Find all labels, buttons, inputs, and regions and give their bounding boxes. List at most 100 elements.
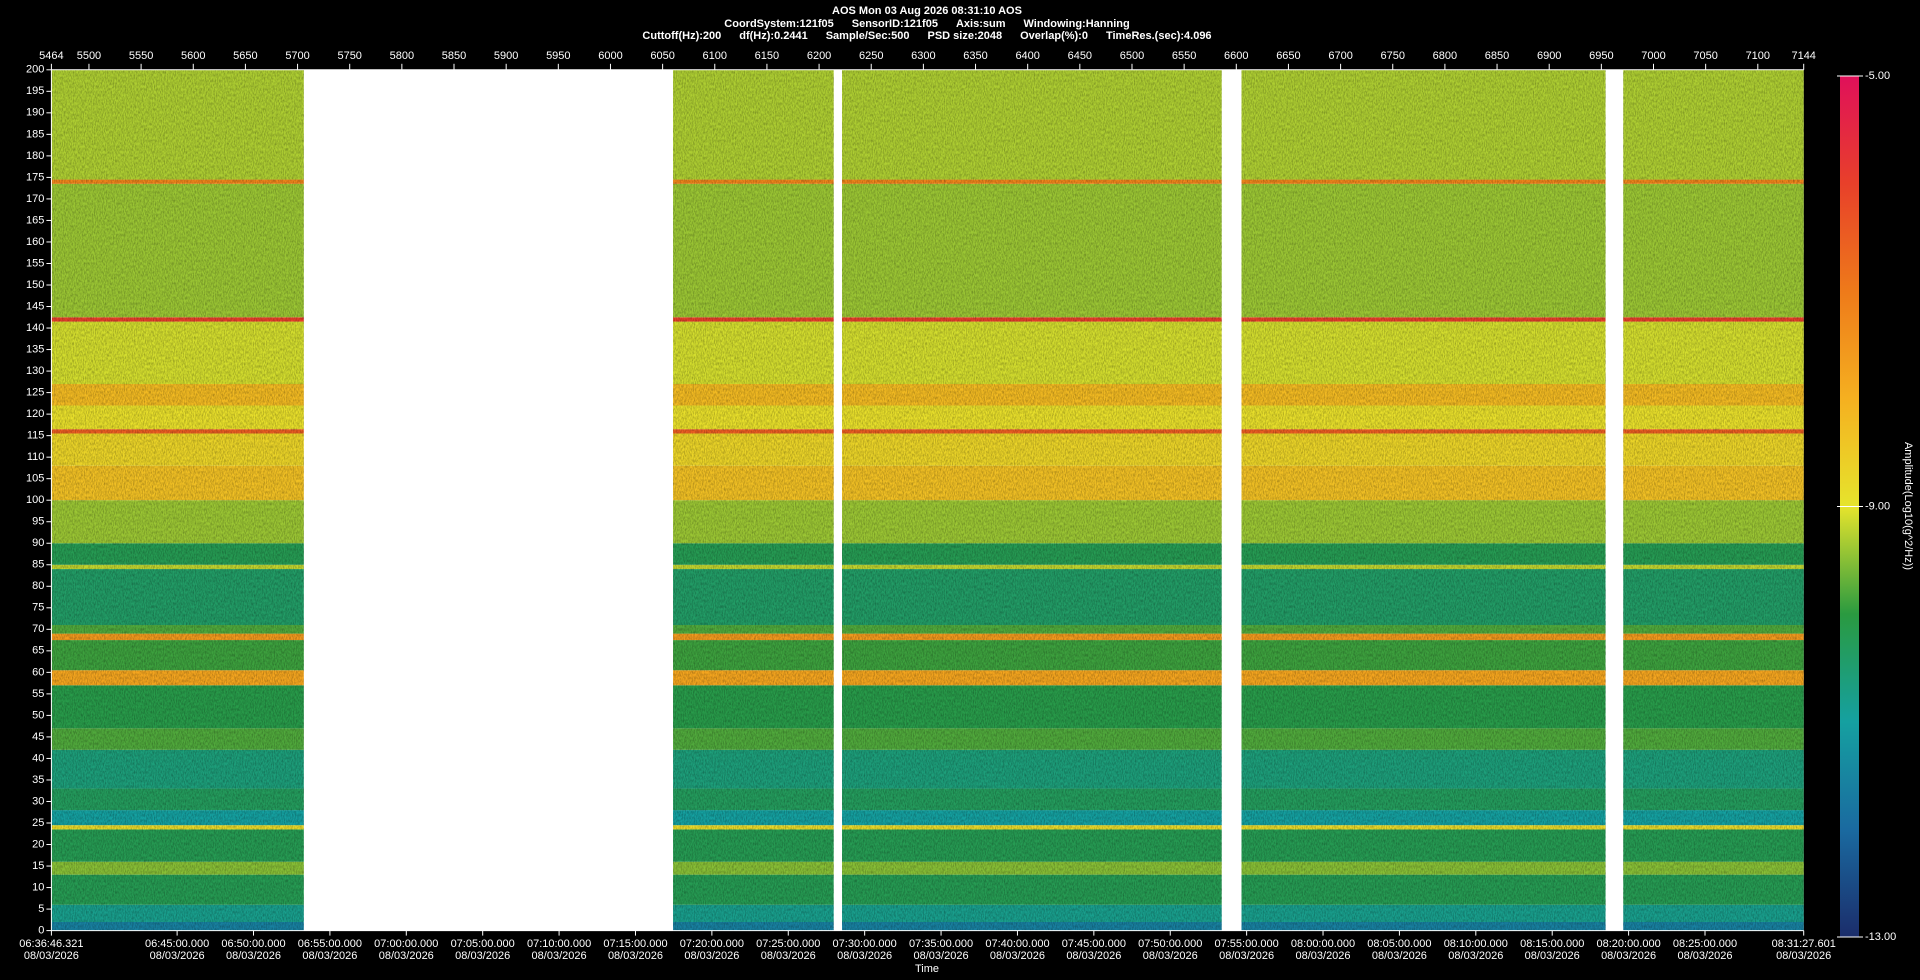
y-tick-label: 155 (26, 257, 44, 269)
x2-tick-label: 08:10:00.000 (1444, 938, 1508, 950)
colorbar-label: Amplitude(Log10(g^2/Hz)) (1902, 442, 1914, 570)
x2-tick-date: 08/03/2026 (226, 950, 281, 962)
x2-tick-label: 08:25:00.000 (1673, 938, 1737, 950)
colorbar-tick-label: -9.00 (1865, 500, 1890, 512)
y-tick-label: 190 (26, 107, 44, 119)
x2-tick-label: 07:35:00.000 (909, 938, 973, 950)
x-tick-label: 5600 (181, 50, 205, 62)
x2-tick-date: 08/03/2026 (532, 950, 587, 962)
noise-texture (842, 69, 1222, 931)
x-tick-label: 6500 (1120, 50, 1144, 62)
x-tick-label: 6400 (1015, 50, 1039, 62)
x-tick-label: 5950 (546, 50, 570, 62)
x-tick-label: 7100 (1746, 50, 1770, 62)
x2-tick-label: 06:55:00.000 (298, 938, 362, 950)
y-tick-label: 170 (26, 193, 44, 205)
y-tick-label: 65 (32, 645, 44, 657)
y-tick-label: 185 (26, 128, 44, 140)
x2-tick-date: 08/03/2026 (1372, 950, 1427, 962)
x2-tick-label: 08:05:00.000 (1367, 938, 1431, 950)
x-tick-label: 6100 (703, 50, 727, 62)
x-tick-label: 5550 (129, 50, 153, 62)
x-tick-label: 6250 (859, 50, 883, 62)
x2-tick-date: 08/03/2026 (1601, 950, 1656, 962)
x-tick-label: 7000 (1641, 50, 1665, 62)
spectrogram (51, 69, 1804, 931)
x2-tick-date: 08/03/2026 (302, 950, 357, 962)
x-tick-label: 6700 (1328, 50, 1352, 62)
x-tick-label: 6600 (1224, 50, 1248, 62)
y-tick-label: 55 (32, 688, 44, 700)
y-tick-label: 105 (26, 473, 44, 485)
y-tick-label: 115 (27, 430, 45, 442)
x-tick-label: 5464 (39, 50, 63, 62)
y-tick-label: 165 (26, 214, 44, 226)
x2-tick-date: 08/03/2026 (1677, 950, 1732, 962)
x-tick-label: 6000 (598, 50, 622, 62)
x2-tick-date: 08/03/2026 (1295, 950, 1350, 962)
x2-tick-date: 08/03/2026 (914, 950, 969, 962)
x2-tick-label: 07:25:00.000 (756, 938, 820, 950)
x-tick-label: 6850 (1485, 50, 1509, 62)
y-tick-label: 10 (32, 881, 44, 893)
x2-tick-label: 07:15:00.000 (603, 938, 667, 950)
info-line: Cuttoff(Hz):200 df(Hz):0.2441 Sample/Sec:5… (642, 30, 1211, 42)
x2-tick-label: 08:00:00.000 (1291, 938, 1355, 950)
y-tick-label: 5 (38, 903, 44, 915)
x2-tick-label: 06:50:00.000 (221, 938, 285, 950)
x-tick-label: 6150 (755, 50, 779, 62)
y-tick-label: 50 (32, 709, 44, 721)
y-tick-label: 160 (26, 236, 44, 248)
x2-tick-label: 06:45:00.000 (145, 938, 209, 950)
x-tick-label: 6450 (1068, 50, 1092, 62)
y-tick-label: 75 (32, 602, 44, 614)
x-tick-label: 6900 (1537, 50, 1561, 62)
noise-texture (51, 69, 304, 931)
y-tick-label: 0 (38, 925, 44, 937)
y-tick-label: 195 (26, 85, 44, 97)
y-tick-label: 15 (32, 860, 44, 872)
x2-tick-label: 07:50:00.000 (1138, 938, 1202, 950)
y-tick-label: 95 (32, 516, 44, 528)
x2-tick-label: 08:31:27.601 (1772, 938, 1836, 950)
x2-tick-date: 08/03/2026 (1448, 950, 1503, 962)
y-tick-label: 200 (26, 64, 44, 76)
y-tick-label: 110 (27, 451, 45, 463)
y-tick-label: 90 (32, 537, 44, 549)
x-tick-label: 5500 (77, 50, 101, 62)
y-tick-label: 145 (26, 300, 44, 312)
x2-tick-label: 08:20:00.000 (1596, 938, 1660, 950)
x2-tick-date: 08/03/2026 (150, 950, 205, 962)
y-tick-label: 60 (32, 666, 44, 678)
info-item: CoordSystem:121f05 (724, 18, 833, 30)
x-tick-label: 5800 (390, 50, 414, 62)
x-tick-label: 6200 (807, 50, 831, 62)
y-tick-label: 135 (26, 343, 44, 355)
x-tick-label: 6800 (1433, 50, 1457, 62)
info-item: SensorID:121f05 (852, 18, 938, 30)
info-item: df(Hz):0.2441 (739, 30, 807, 42)
x-tick-label: 5700 (285, 50, 309, 62)
y-tick-label: 45 (32, 731, 44, 743)
x2-tick-date: 08/03/2026 (1143, 950, 1198, 962)
y-tick-label: 35 (32, 774, 44, 786)
x2-tick-date: 08/03/2026 (761, 950, 816, 962)
info-item: Sample/Sec:500 (826, 30, 910, 42)
x2-tick-date: 08/03/2026 (1776, 950, 1831, 962)
y-tick-label: 100 (26, 494, 44, 506)
x2-tick-date: 08/03/2026 (684, 950, 739, 962)
y-tick-label: 30 (32, 795, 44, 807)
x2-tick-label: 07:45:00.000 (1062, 938, 1126, 950)
x2-tick-label: 07:10:00.000 (527, 938, 591, 950)
info-line: CoordSystem:121f05 SensorID:121f05 Axis:su… (724, 18, 1129, 30)
y-tick-label: 20 (32, 838, 44, 850)
x2-tick-label: 06:36:46.321 (19, 938, 83, 950)
noise-texture (673, 69, 834, 931)
x2-tick-label: 07:00:00.000 (374, 938, 438, 950)
x-tick-label: 6650 (1276, 50, 1300, 62)
info-item: Windowing:Hanning (1023, 18, 1129, 30)
info-item: Cuttoff(Hz):200 (642, 30, 721, 42)
x-tick-label: 6550 (1172, 50, 1196, 62)
x2-tick-date: 08/03/2026 (455, 950, 510, 962)
x2-tick-date: 08/03/2026 (1525, 950, 1580, 962)
